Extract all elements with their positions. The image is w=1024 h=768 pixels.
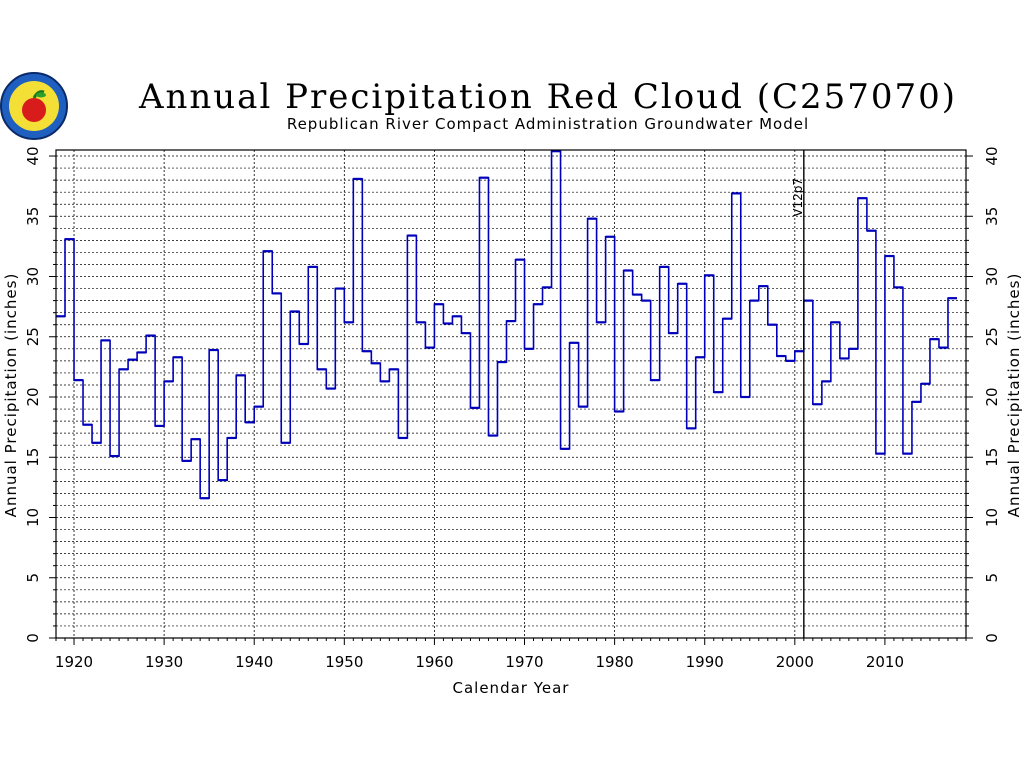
y-tick-label-left: 25 (24, 327, 42, 346)
y-tick-label-right: 25 (983, 327, 1001, 346)
axis-ticks (49, 155, 973, 645)
y-tick-label-left: 10 (24, 508, 42, 527)
x-tick-label: 2010 (866, 653, 904, 671)
x-axis-label: Calendar Year (453, 679, 570, 697)
y-tick-label-right: 5 (983, 573, 1001, 583)
x-tick-label: 1940 (235, 653, 273, 671)
y-tick-label-left: 5 (24, 573, 42, 583)
plot-frame (55, 149, 967, 639)
y-tick-label-right: 0 (983, 633, 1001, 643)
y-tick-label-left: 40 (24, 146, 42, 165)
rrca-logo-icon (0, 72, 68, 140)
x-tick-label: 1920 (55, 653, 93, 671)
y-tick-label-left: 30 (24, 267, 42, 286)
y-tick-label-left: 0 (24, 633, 42, 643)
x-tick-label: 1930 (145, 653, 183, 671)
x-tick-label: 1970 (505, 653, 543, 671)
x-tick-label: 2000 (776, 653, 814, 671)
y-tick-label-right: 40 (983, 146, 1001, 165)
y-tick-label-left: 20 (24, 387, 42, 406)
y-tick-label-right: 35 (983, 207, 1001, 226)
y-tick-label-right: 10 (983, 508, 1001, 527)
x-tick-label: 1950 (325, 653, 363, 671)
y-tick-label-left: 15 (24, 448, 42, 467)
y-tick-label-right: 15 (983, 448, 1001, 467)
y-axis-label-right: Annual Precipitation (inches) (1005, 273, 1023, 518)
tick-labels: 1920 1930 1940 1950 1960 1970 1980 1990 2000 2010… (24, 146, 1001, 671)
y-tick-label-left: 35 (24, 207, 42, 226)
chart-subtitle: Republican River Compact Administration … (287, 115, 809, 133)
grid-lines (56, 150, 966, 638)
x-tick-label: 1990 (686, 653, 724, 671)
chart-title: Annual Precipitation Red Cloud (C257070) (138, 77, 957, 117)
annotation-label: V12p7 (791, 178, 805, 217)
x-tick-label: 1960 (415, 653, 453, 671)
y-axis-label-left: Annual Precipitation (inches) (2, 273, 20, 518)
y-tick-label-right: 30 (983, 267, 1001, 286)
annotation: V12p7 (791, 150, 805, 638)
y-tick-label-right: 20 (983, 387, 1001, 406)
x-tick-label: 1980 (596, 653, 634, 671)
